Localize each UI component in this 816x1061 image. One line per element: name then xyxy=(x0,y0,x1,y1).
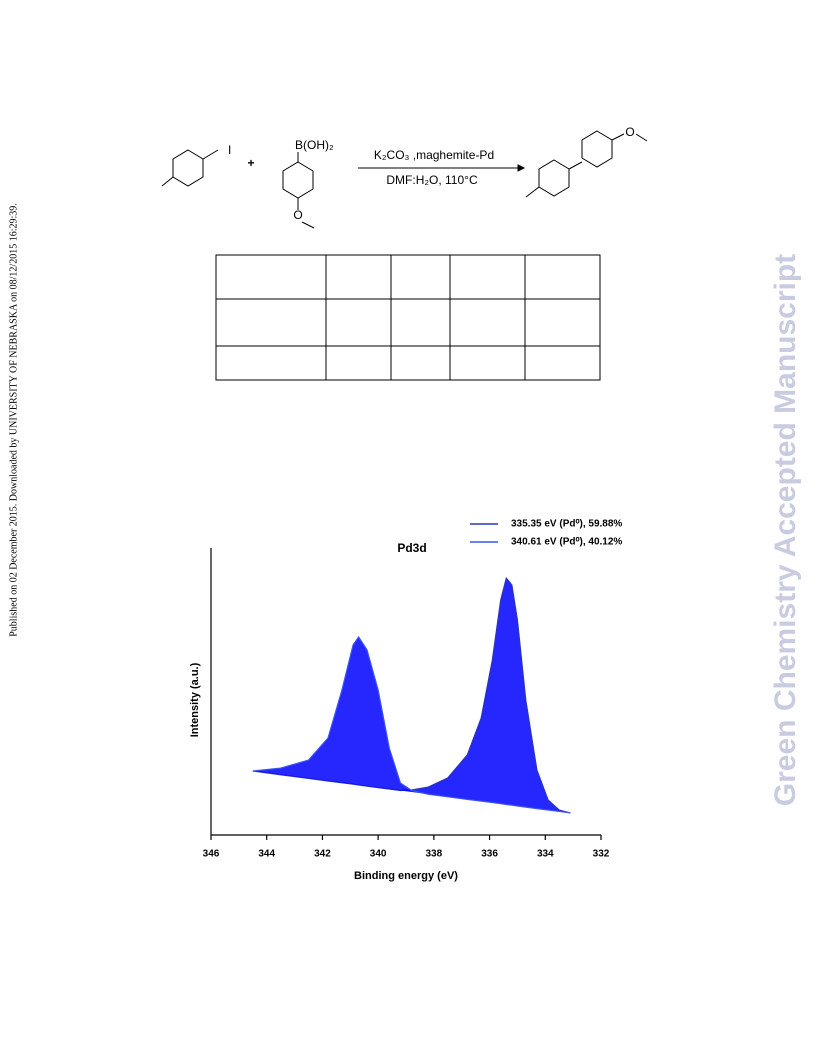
table-border xyxy=(215,254,601,381)
component-area xyxy=(252,636,571,813)
chart: Pd3d Binding energy (eV) Intensity (a.u.… xyxy=(189,519,622,882)
watermark: Green Chemistry Accepted Manuscript xyxy=(769,254,802,806)
legend-label: 340.61 eV (Pd⁰), 40.12% xyxy=(511,537,622,548)
plus: + xyxy=(247,156,254,170)
component-line xyxy=(252,635,571,814)
table xyxy=(215,254,601,381)
x-tick-label: 344 xyxy=(258,849,275,860)
reagent: K₂CO₃ ,maghemite-Pd xyxy=(374,148,494,162)
bond xyxy=(525,186,540,198)
x-axis-label: Binding energy (eV) xyxy=(354,870,458,882)
oxygen-label: O xyxy=(293,208,302,222)
bond xyxy=(301,221,315,229)
x-tick-label: 340 xyxy=(370,849,387,860)
legend-label: 335.35 eV (Pd⁰), 59.88% xyxy=(511,519,622,530)
bond xyxy=(611,133,625,141)
iodo-label: I xyxy=(228,143,231,157)
x-tick-label: 342 xyxy=(314,849,331,860)
side-note: Published on 02 December 2015. Downloade… xyxy=(8,203,19,637)
conditions: DMF:H₂O, 110°C xyxy=(386,173,478,187)
x-tick-label: 338 xyxy=(426,849,443,860)
x-tick-label: 346 xyxy=(203,849,220,860)
x-tick-label: 336 xyxy=(481,849,498,860)
ring xyxy=(172,149,204,187)
boronic-label: B(OH)₂ xyxy=(295,138,334,152)
chart-title: Pd3d xyxy=(397,541,426,555)
bond xyxy=(161,176,174,187)
ring xyxy=(581,130,613,168)
bond xyxy=(635,133,648,142)
bond xyxy=(568,161,583,170)
ring xyxy=(282,161,314,199)
reaction-scheme xyxy=(161,130,648,229)
bond xyxy=(202,149,219,160)
x-tick-label: 332 xyxy=(593,849,610,860)
ring xyxy=(538,159,570,197)
arrow-head xyxy=(517,164,526,172)
x-tick-label: 334 xyxy=(537,849,554,860)
oxygen-label: O xyxy=(625,125,634,139)
component-area xyxy=(252,578,571,813)
y-axis-label: Intensity (a.u.) xyxy=(189,662,201,737)
